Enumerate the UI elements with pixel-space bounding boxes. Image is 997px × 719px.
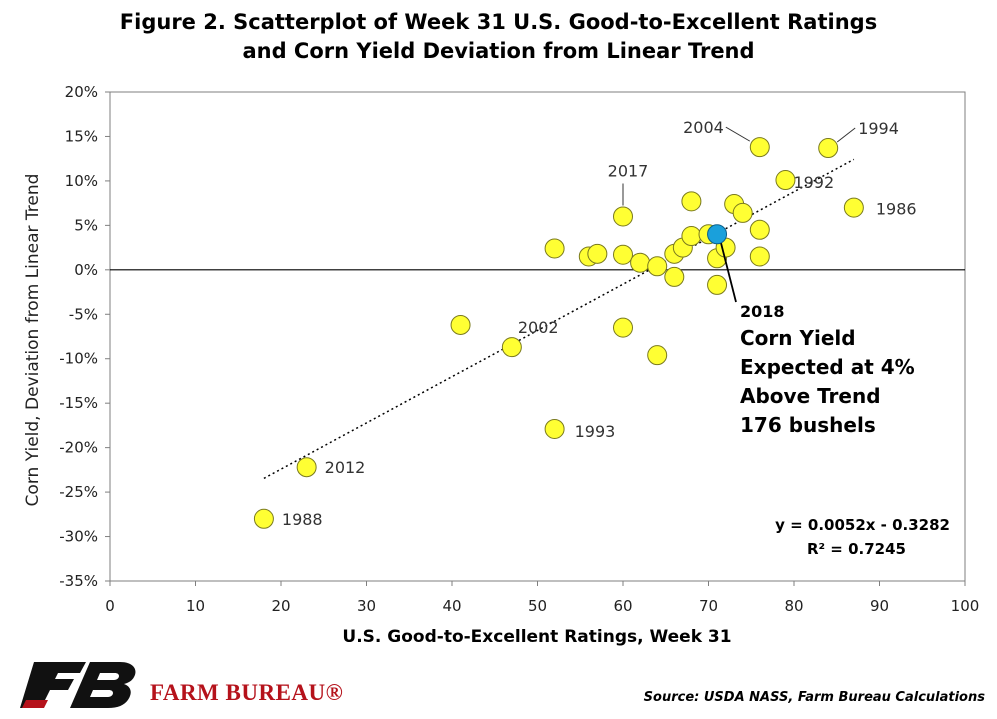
data-point	[732, 202, 753, 223]
x-tick-label: 60	[613, 597, 632, 615]
callout-line-1: Corn Yield	[740, 326, 856, 350]
data-point	[544, 238, 565, 259]
leader-line-1994	[836, 127, 856, 143]
y-tick-label: 10%	[65, 172, 98, 190]
point-label: 2004	[683, 118, 724, 137]
chart-title-line-1: Figure 2. Scatterplot of Week 31 U.S. Go…	[119, 10, 878, 34]
point-label: 1993	[575, 422, 616, 441]
y-tick-label: -20%	[59, 439, 98, 457]
data-point	[749, 137, 770, 158]
data-point	[749, 246, 770, 267]
callout-line-2: Expected at 4%	[740, 355, 915, 379]
x-tick-label: 50	[528, 597, 547, 615]
point-label: 1986	[876, 200, 917, 219]
data-point	[664, 266, 685, 287]
x-tick-label: 20	[271, 597, 290, 615]
y-axis-title: Corn Yield, Deviation from Linear Trend	[23, 174, 43, 507]
point-label: 2002	[518, 318, 559, 337]
callout-line-4: 176 bushels	[740, 413, 876, 437]
callout-year-label: 2018	[740, 302, 785, 321]
data-point	[501, 337, 522, 358]
point-label: 2017	[608, 161, 649, 180]
y-tick-label: -25%	[59, 483, 98, 501]
data-point	[613, 317, 633, 338]
trendline	[263, 158, 855, 480]
y-tick-label: -30%	[59, 528, 98, 546]
brand-name: FARM BUREAU®	[150, 680, 344, 705]
data-point	[544, 418, 565, 439]
y-tick-label: 5%	[74, 216, 98, 234]
x-tick-label: 10	[186, 597, 205, 615]
trend-equation: y = 0.0052x - 0.3282	[775, 516, 950, 534]
data-point	[749, 219, 770, 240]
highlight-point-2018	[707, 224, 728, 245]
callout-line-3: Above Trend	[740, 384, 881, 408]
x-tick-label: 0	[105, 597, 115, 615]
data-point	[450, 314, 471, 335]
source-note: Source: USDA NASS, Farm Bureau Calculati…	[643, 690, 985, 705]
chart-title: Figure 2. Scatterplot of Week 31 U.S. Go…	[0, 8, 997, 66]
data-point	[775, 170, 796, 191]
x-tick-label: 40	[442, 597, 461, 615]
data-point	[253, 508, 274, 529]
leader-line-2018	[720, 243, 737, 303]
x-tick-label: 30	[357, 597, 376, 615]
data-point	[630, 252, 651, 273]
r-squared: R² = 0.7245	[807, 540, 906, 558]
x-tick-label: 100	[951, 597, 980, 615]
data-point	[681, 191, 702, 212]
y-tick-label: 15%	[65, 127, 98, 145]
data-point	[707, 274, 728, 295]
point-label: 1988	[282, 510, 323, 529]
x-tick-label: 70	[699, 597, 718, 615]
point-label: 2012	[325, 458, 366, 477]
chart-title-line-2: and Corn Yield Deviation from Linear Tre…	[242, 39, 755, 63]
x-axis-title: U.S. Good-to-Excellent Ratings, Week 31	[342, 627, 731, 647]
data-point	[587, 243, 608, 264]
data-point	[843, 197, 864, 218]
x-tick-label: 90	[870, 597, 889, 615]
point-label: 1992	[793, 173, 834, 192]
x-tick-label: 80	[784, 597, 803, 615]
data-point	[613, 244, 633, 265]
data-point	[681, 226, 702, 247]
leader-line-2004	[725, 126, 751, 142]
y-tick-label: -15%	[59, 394, 98, 412]
y-tick-label: 20%	[65, 83, 98, 101]
y-tick-label: -5%	[69, 305, 98, 323]
y-tick-label: -35%	[59, 572, 98, 590]
data-point	[296, 457, 317, 478]
data-point	[647, 345, 668, 366]
y-tick-label: -10%	[59, 350, 98, 368]
data-point	[647, 256, 668, 277]
farm-bureau-logo-icon	[20, 662, 136, 708]
point-label: 1994	[858, 119, 899, 138]
data-point	[818, 138, 839, 159]
data-point	[613, 206, 633, 227]
y-tick-label: 0%	[74, 261, 98, 279]
